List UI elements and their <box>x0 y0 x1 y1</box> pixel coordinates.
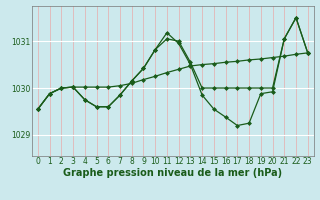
X-axis label: Graphe pression niveau de la mer (hPa): Graphe pression niveau de la mer (hPa) <box>63 168 282 178</box>
